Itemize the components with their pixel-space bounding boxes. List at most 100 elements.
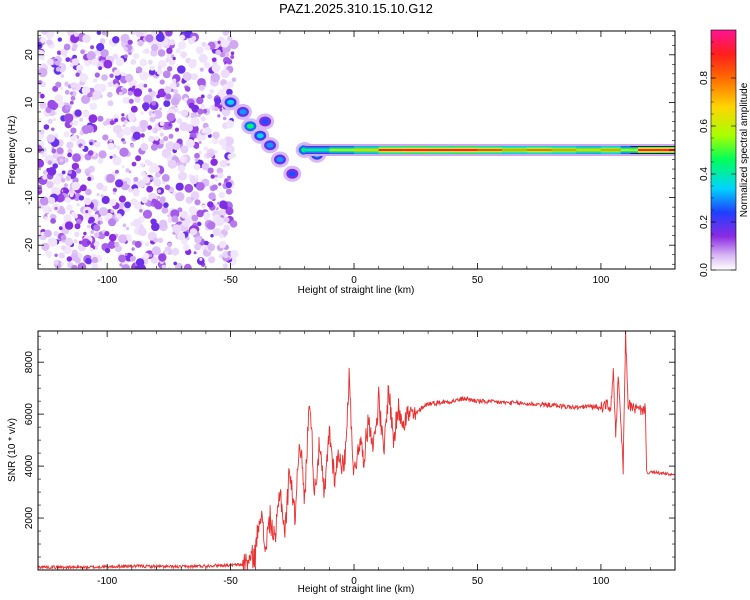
noise-blob: [118, 234, 127, 244]
noise-blob: [151, 100, 157, 106]
noise-blob: [69, 193, 74, 198]
noise-blob: [96, 43, 105, 52]
noise-blob: [122, 124, 126, 128]
noise-blob: [172, 142, 181, 151]
y-tick-label: 6000: [24, 403, 35, 426]
noise-blob: [215, 49, 222, 56]
noise-blob: [148, 88, 153, 93]
noise-blob: [91, 262, 99, 269]
noise-blob: [132, 188, 140, 196]
noise-blob: [38, 94, 41, 98]
noise-blob: [153, 178, 162, 187]
noise-blob: [140, 162, 145, 167]
track-core: [227, 99, 235, 105]
noise-blob: [56, 50, 62, 56]
noise-blob: [110, 209, 114, 213]
noise-blob: [76, 64, 84, 72]
noise-blob: [210, 234, 214, 238]
noise-blob: [125, 168, 130, 173]
noise-blob: [201, 162, 210, 171]
noise-blob: [69, 91, 73, 95]
noise-blob: [61, 170, 66, 175]
noise-blob: [119, 263, 123, 267]
noise-blob: [112, 156, 122, 166]
noise-blob: [222, 263, 228, 269]
noise-blob: [47, 208, 53, 213]
noise-blob: [92, 90, 102, 100]
noise-blob: [109, 120, 115, 126]
noise-blob: [211, 184, 218, 191]
noise-blob: [167, 66, 173, 72]
noise-blob: [230, 51, 235, 55]
noise-blob: [181, 238, 188, 245]
noise-blob: [193, 251, 197, 255]
noise-blob: [208, 106, 213, 110]
noise-blob: [143, 83, 148, 88]
noise-blob: [96, 61, 104, 70]
noise-blob: [86, 51, 96, 61]
noise-blob: [166, 53, 172, 59]
noise-blob: [218, 191, 226, 199]
noise-blob: [77, 262, 87, 269]
noise-blob: [131, 247, 135, 251]
noise-blob: [174, 127, 180, 132]
noise-blob: [114, 118, 119, 123]
noise-blob: [157, 49, 166, 57]
noise-blob: [181, 109, 189, 117]
noise-blob: [156, 69, 163, 75]
noise-blob: [104, 231, 110, 237]
noise-blob: [109, 138, 113, 143]
noise-blob: [206, 221, 216, 230]
noise-blob: [98, 66, 102, 71]
noise-blob: [93, 224, 101, 232]
noise-blob: [88, 114, 98, 123]
noise-blob: [148, 68, 156, 76]
noise-blob: [90, 230, 95, 235]
noise-blob: [109, 199, 117, 207]
noise-blob: [204, 245, 208, 249]
noise-blob: [89, 247, 94, 252]
noise-blob: [220, 39, 229, 48]
x-tick-label: -100: [97, 576, 117, 587]
noise-blob: [66, 256, 73, 262]
noise-blob: [208, 192, 216, 200]
noise-blob: [88, 216, 95, 223]
noise-blob: [231, 153, 237, 158]
noise-blob: [168, 58, 176, 66]
noise-blob: [71, 211, 77, 217]
noise-blob: [219, 200, 228, 209]
noise-blob: [112, 78, 120, 86]
noise-blob: [178, 41, 187, 50]
noise-blob: [179, 122, 189, 132]
noise-blob: [124, 54, 128, 59]
line-band-core: [502, 149, 528, 151]
x-tick-label: 100: [593, 576, 610, 587]
colorbar-tick-label: 0.4: [699, 167, 710, 181]
noise-blob: [173, 261, 177, 266]
noise-blob: [118, 195, 126, 203]
noise-blob: [125, 73, 134, 83]
noise-blob: [107, 81, 113, 87]
noise-blob: [150, 143, 158, 151]
noise-blob: [118, 91, 123, 96]
noise-blob: [108, 218, 116, 227]
noise-blob: [122, 126, 132, 136]
spectrogram-x-axis: -100 -50 0 50 100: [57, 31, 676, 286]
noise-blob: [159, 107, 162, 111]
noise-blob: [80, 184, 87, 192]
noise-blob: [112, 187, 118, 193]
noise-blob: [140, 171, 147, 177]
line-band-core: [452, 149, 478, 151]
noise-blob: [60, 245, 66, 251]
noise-blob: [177, 207, 183, 213]
noise-blob: [203, 61, 211, 69]
noise-blob: [172, 224, 182, 234]
noise-blob: [165, 93, 171, 100]
noise-blob: [53, 176, 62, 185]
colorbar-tick-label: 0.2: [699, 215, 710, 229]
noise-blob: [225, 145, 235, 155]
noise-blob: [93, 240, 100, 247]
noise-blob: [45, 250, 52, 258]
noise-blob: [85, 124, 94, 134]
noise-blob: [182, 72, 192, 81]
